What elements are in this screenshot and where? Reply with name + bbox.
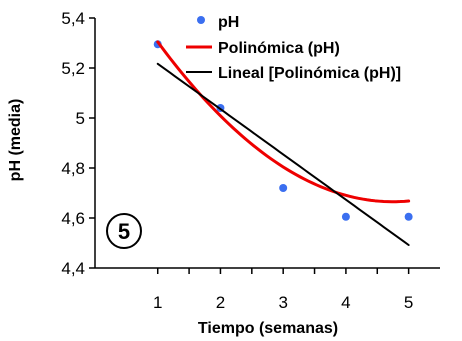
x-tick-label: 1 [153,293,162,312]
x-axis-title: Tiempo (semanas) [198,320,338,337]
ph-data-point [404,212,413,221]
x-tick-label: 3 [278,293,287,312]
plot-area: 4,4 4,6 4,8 5 5,2 5,4 1 2 3 4 5 [61,9,440,312]
x-tick-label: 5 [404,293,413,312]
y-tick-label: 5,2 [61,59,85,78]
series-layer [153,40,413,246]
x-tick-label: 4 [341,293,350,312]
y-tick-label: 4,4 [61,259,85,278]
legend-label-ph: pH [218,14,239,31]
ph-data-point [341,212,350,221]
legend: pH Polinómica (pH) Lineal [Polinómica (p… [186,14,401,82]
y-tick-label: 4,8 [61,159,85,178]
linear-trend-line [156,62,410,246]
legend-label-linear: Lineal [Polinómica (pH)] [218,65,401,82]
x-tick-label: 2 [216,293,225,312]
y-ticks: 4,4 4,6 4,8 5 5,2 5,4 [61,9,95,278]
legend-marker-ph [197,16,205,24]
legend-label-polynomial: Polinómica (pH) [218,40,340,57]
ph-data-point [279,184,288,192]
badge-circle [106,213,142,249]
y-tick-label: 5 [76,109,85,128]
y-tick-label: 5,4 [61,9,85,28]
y-tick-label: 4,6 [61,209,85,228]
badge: 5 [106,213,142,249]
y-axis-title: pH (media) [7,99,24,182]
x-ticks: 1 2 3 4 5 [153,268,413,312]
badge-number: 5 [118,219,130,244]
